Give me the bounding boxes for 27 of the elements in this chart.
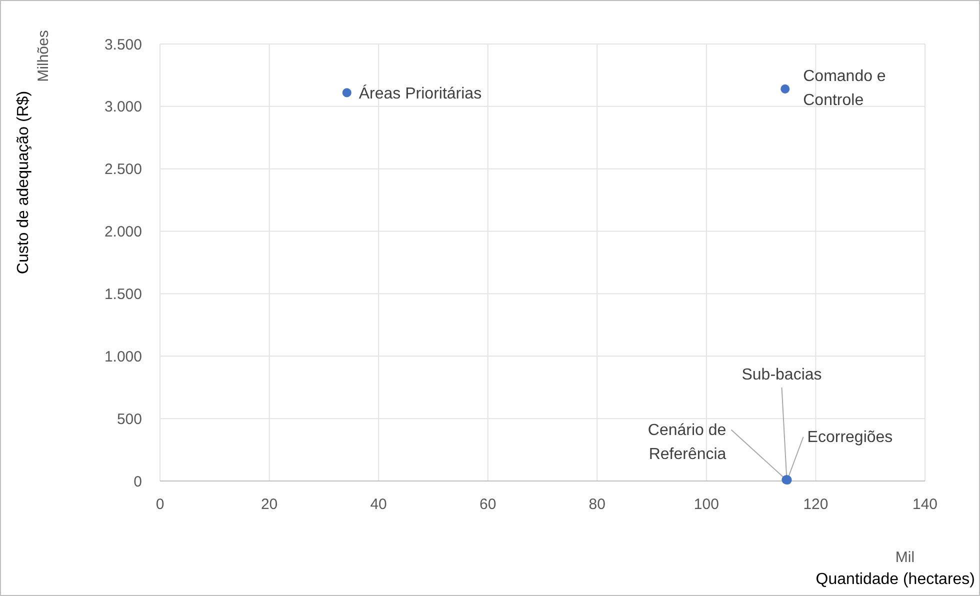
annotation: Sub-bacias	[742, 366, 822, 384]
x-tick-label: 120	[803, 496, 828, 513]
y-tick-label: 2.500	[104, 161, 142, 178]
y-tick-label: 2.000	[104, 224, 142, 241]
point	[780, 84, 790, 94]
y-axis-title: Custo de adequação (R$)	[15, 90, 32, 274]
text: Mil	[895, 549, 915, 566]
x-tick-label: 60	[480, 496, 496, 513]
y-tick-label: 3.500	[104, 36, 142, 54]
x-axis-title: Quantidade (hectares)	[816, 571, 975, 588]
y-tick-label: 1.500	[104, 286, 142, 303]
x-tick-label: 140	[912, 496, 938, 513]
point	[342, 88, 352, 98]
text: Milhões	[35, 30, 52, 82]
y-tick-label: 0	[134, 473, 142, 490]
x-tick-label: 80	[588, 496, 606, 513]
annotation: Áreas Prioritárias	[358, 84, 482, 103]
annotation: Ecorregiões	[807, 429, 893, 446]
x-tick-label: 100	[694, 496, 719, 513]
y-tick-label: 500	[116, 410, 142, 428]
x-tick-label: 0	[156, 496, 164, 513]
x-tick-label: 40	[370, 496, 387, 513]
y-tick-label: 1.000	[104, 348, 142, 366]
annotation: Cenário de Referência	[648, 422, 726, 463]
annotation: Comando e Controle	[803, 68, 886, 109]
y-tick-label: 3.000	[104, 98, 142, 116]
x-tick-label: 20	[260, 496, 278, 513]
